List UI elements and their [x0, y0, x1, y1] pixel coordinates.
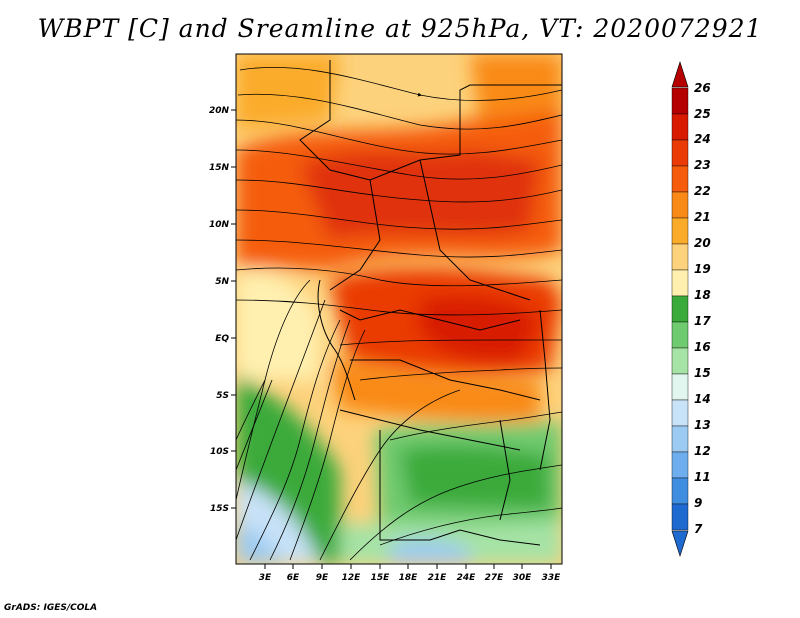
colorbar-label: 21: [694, 210, 711, 224]
colorbar-label: 22: [694, 184, 711, 198]
chart-title: WBPT [C] and Sreamline at 925hPa, VT: 20…: [37, 14, 763, 43]
lon-label: 6E: [287, 573, 300, 583]
lon-label: 15E: [371, 573, 391, 583]
colorbar-swatch: [671, 113, 689, 141]
lon-label: 3E: [259, 573, 272, 583]
colorbar-swatch: [671, 139, 689, 167]
colorbar-swatch: [671, 165, 689, 193]
colorbar-label: 17: [694, 314, 711, 328]
grads-credit: GrADS: IGES/COLA: [4, 603, 98, 613]
colorbar-label: 15: [694, 366, 711, 380]
colorbar-label: 7: [694, 522, 703, 536]
colorbar-label: 14: [694, 392, 711, 406]
colorbar-swatch: [671, 503, 689, 531]
lat-label: 20N: [209, 106, 230, 116]
colorbar-swatch: [671, 243, 689, 271]
colorbar-label: 23: [694, 158, 711, 172]
colorbar-bottom-arrow: [671, 530, 689, 557]
lon-label: 33E: [542, 573, 562, 583]
lat-label: 5N: [215, 277, 229, 287]
colorbar-swatch: [671, 87, 689, 115]
map-frame: [235, 53, 563, 565]
colorbar-swatch: [671, 191, 689, 219]
lat-label: 15N: [209, 163, 230, 173]
wbpt-field: [236, 54, 562, 564]
colorbar-swatch: [671, 425, 689, 453]
lon-label: 9E: [316, 573, 329, 583]
lat-label: 10N: [209, 220, 230, 230]
lat-label: 15S: [210, 504, 229, 514]
colorbar-swatch: [671, 269, 689, 297]
streamlines: [236, 66, 562, 561]
colorbar-label: 26: [694, 81, 711, 95]
colorbar-label: 16: [694, 340, 711, 354]
colorbar-label: 11: [694, 470, 711, 484]
lon-label: 12E: [342, 573, 362, 583]
colorbar-swatch: [671, 399, 689, 427]
lon-label: 21E: [428, 573, 448, 583]
colorbar-label: 24: [694, 132, 711, 146]
colorbar-label: 9: [694, 496, 702, 510]
colorbar-swatch: [671, 477, 689, 505]
colorbar-swatch: [671, 295, 689, 323]
colorbar-swatch: [671, 217, 689, 245]
lat-axis: 20N 15N 10N 5N EQ 5S 10S 15S: [209, 106, 236, 514]
country-borders: [299, 60, 562, 546]
lat-label: EQ: [215, 334, 229, 344]
lon-label: 18E: [399, 573, 419, 583]
lon-axis: 3E 6E 9E 12E 15E 18E 21E 24E 27E 30E 33E: [259, 564, 561, 583]
colorbar-label: 20: [694, 236, 711, 250]
colorbar-swatch: [671, 347, 689, 375]
lon-label: 27E: [485, 573, 505, 583]
colorbar-swatch: [671, 321, 689, 349]
colorbar-label: 18: [694, 288, 711, 302]
colorbar-swatch: [671, 451, 689, 479]
lon-label: 24E: [457, 573, 477, 583]
colorbar-label: 25: [694, 107, 711, 121]
lon-label: 30E: [513, 573, 533, 583]
colorbar-swatch: [671, 373, 689, 401]
colorbar: 26 25 24 23 22 21 20 19 18 17 16 15 14 1…: [671, 61, 711, 557]
colorbar-label: 19: [694, 262, 711, 276]
colorbar-label: 12: [694, 444, 711, 458]
lat-label: 10S: [210, 447, 229, 457]
colorbar-label: 13: [694, 418, 711, 432]
lat-label: 5S: [216, 391, 229, 401]
colorbar-top-arrow: [671, 61, 689, 88]
